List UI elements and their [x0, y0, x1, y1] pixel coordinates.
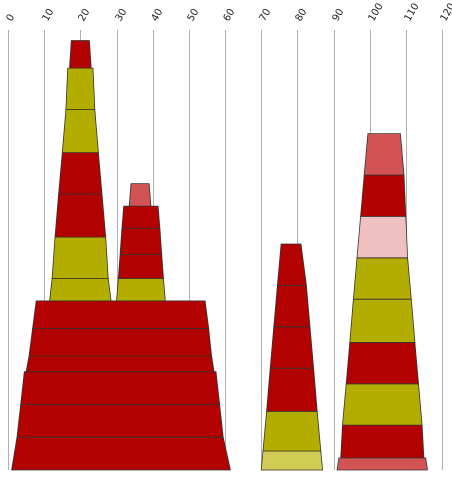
segment	[121, 205, 161, 229]
segment	[336, 457, 428, 471]
segment	[128, 183, 152, 207]
shape-right	[336, 133, 428, 471]
segment	[116, 278, 166, 302]
x-tick-label: 30	[114, 7, 130, 24]
segment	[356, 215, 409, 259]
segment	[262, 410, 322, 452]
segment	[51, 236, 109, 279]
segment	[260, 450, 324, 471]
x-tick-label: 110	[403, 1, 422, 23]
segment	[58, 152, 103, 195]
x-tick-labels: 0 10 20 30 40 50 60 70 80 90 100 110 120	[5, 1, 452, 23]
segment	[119, 228, 163, 255]
segment	[266, 367, 318, 412]
segment	[28, 328, 213, 357]
x-tick-label: 10	[41, 7, 57, 24]
segment	[342, 383, 423, 426]
segment	[32, 300, 210, 329]
shape-tall	[49, 40, 112, 302]
shape-small	[260, 243, 324, 471]
x-tick-label: 90	[331, 7, 347, 24]
segment	[16, 403, 224, 438]
segment	[269, 326, 315, 369]
segment	[69, 40, 92, 69]
segment	[54, 193, 107, 238]
x-tick-label: 60	[222, 7, 238, 24]
segment	[340, 424, 425, 459]
segment	[349, 298, 416, 343]
x-tick-label: 100	[367, 1, 386, 23]
x-tick-label: 80	[294, 7, 310, 24]
x-tick-label: 70	[258, 7, 274, 24]
shapes	[11, 40, 428, 471]
x-tick-label: 120	[439, 1, 452, 23]
x-tick-label: 40	[150, 7, 166, 24]
x-tick-label: 20	[77, 7, 93, 24]
segment	[49, 278, 112, 302]
segment	[25, 355, 215, 373]
x-tick-label: 50	[186, 7, 202, 24]
segment	[345, 341, 419, 385]
segment	[61, 109, 99, 154]
shape-medium	[116, 183, 166, 302]
segment	[65, 67, 96, 110]
segment	[360, 174, 407, 217]
segment	[352, 257, 412, 300]
x-tick-label: 0	[5, 12, 18, 23]
segment	[273, 284, 311, 328]
shape-large	[11, 300, 231, 471]
segment	[11, 436, 231, 471]
segment	[276, 243, 307, 286]
segment	[363, 133, 405, 176]
segment	[117, 253, 164, 279]
segment	[20, 371, 221, 405]
